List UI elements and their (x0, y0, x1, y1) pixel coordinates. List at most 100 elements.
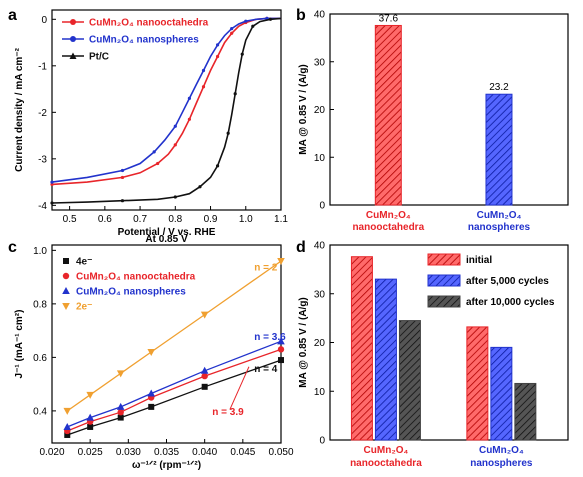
series-line-0 (67, 359, 282, 436)
annotation-n4: n = 4 (254, 364, 278, 375)
y-tick-label: 20 (314, 105, 326, 116)
x-tick-label: 0.8 (168, 214, 182, 225)
series-point-2 (147, 389, 156, 397)
series-point-0 (64, 431, 71, 438)
panel-letter-d: d (296, 239, 306, 256)
series-point-3 (147, 349, 156, 357)
series-point-1 (117, 409, 124, 416)
panel-c-koutecky-levich-chart: 0.020 0.025 0.030 0.035 0.040 0.045 0.050 0.4 0.… (14, 234, 294, 471)
legend-marker-1 (70, 36, 76, 42)
series-point-0 (148, 403, 155, 410)
y-tick-label: 10 (314, 153, 326, 164)
series-point-0 (215, 54, 220, 59)
bar-series2-group1 (514, 382, 537, 441)
legend-label-1: after 5,000 cycles (466, 276, 549, 287)
x-tick-label: 0.5 (63, 214, 77, 225)
x-tick-label: 0.7 (133, 214, 147, 225)
series-point-2 (268, 17, 273, 21)
annotation-leader-line (229, 366, 250, 410)
category-sublabel-0: nanooctahedra (352, 222, 424, 233)
y-tick-label: 0 (319, 201, 325, 212)
y-tick-label: 0 (41, 15, 47, 26)
bar-0 (374, 24, 402, 206)
y-tick-label: 1.0 (33, 246, 47, 257)
category-sublabel-0: nanooctahedra (350, 458, 422, 469)
category-label-0: CuMn₂O₄ (366, 210, 411, 221)
series-point-0 (201, 85, 206, 89)
legend-label-1: CuMn₂O₄ nanospheres (89, 35, 199, 46)
category-sublabel-1: nanospheres (470, 458, 533, 469)
series-point-0 (87, 423, 94, 430)
legend-marker-2 (62, 287, 70, 294)
series-point-1 (120, 168, 125, 173)
x-tick-label: 0.025 (78, 447, 103, 458)
category-label-1: CuMn₂O₄ (477, 210, 522, 221)
category-label-1: CuMn₂O₄ (479, 445, 524, 456)
y-axis-label: Current density / mA cm⁻² (14, 47, 25, 171)
series-point-2 (240, 52, 244, 56)
bar-series0-group1 (466, 326, 489, 441)
legend-marker-2 (69, 52, 77, 59)
y-tick-label: 20 (314, 338, 326, 349)
panel-letter-c: c (8, 239, 17, 256)
x-tick-label: 0.050 (268, 447, 293, 458)
series-point-2 (50, 201, 54, 205)
legend-swatch-1 (427, 274, 461, 287)
x-tick-label: 0.045 (230, 447, 255, 458)
series-point-1 (215, 43, 220, 47)
series-point-0 (187, 117, 191, 121)
series-point-1 (201, 68, 206, 73)
panel-d-stability-chart: 0 10 20 30 40 MA @ 0.85 V / (A/g) CuMn₂O₄ nanoo… (298, 241, 569, 469)
legend-swatch-2 (427, 295, 461, 308)
bar-series1-group1 (490, 346, 513, 441)
y-tick-label: -1 (38, 61, 47, 72)
annotation-n2: n = 2 (254, 262, 278, 273)
bar-series0-group0 (350, 256, 373, 441)
plot-frame (51, 9, 282, 211)
x-axis-label: Potential / V vs. RHE (118, 227, 216, 238)
series-line-3 (66, 260, 282, 412)
series-line-2 (67, 340, 282, 428)
y-tick-label: -2 (38, 108, 47, 119)
x-tick-label: 0.030 (116, 447, 141, 458)
legend-label-2: after 10,000 cycles (466, 297, 555, 308)
series-point-1 (201, 372, 208, 380)
legend-label-0: 4e⁻ (76, 257, 92, 268)
legend-label-3: 2e⁻ (76, 302, 92, 313)
legend-label-2: CuMn₂O₄ nanospheres (76, 287, 186, 298)
series-point-0 (173, 143, 177, 147)
series-point-3 (277, 258, 285, 266)
y-tick-label: 0 (319, 436, 325, 447)
y-tick-label: -4 (38, 201, 47, 212)
bar-series1-group0 (374, 278, 397, 441)
series-point-3 (86, 391, 94, 399)
legend-label-2: Pt/C (89, 52, 109, 63)
series-point-1 (173, 124, 177, 128)
series-point-0 (120, 175, 125, 180)
category-sublabel-1: nanospheres (468, 222, 531, 233)
series-point-3 (116, 370, 125, 378)
y-tick-label: 0.8 (33, 299, 47, 310)
x-tick-label: 0.035 (154, 447, 179, 458)
legend-marker-1 (62, 272, 70, 280)
series-point-1 (244, 19, 248, 23)
series-point-3 (200, 311, 209, 319)
series-point-1 (277, 346, 285, 353)
series-point-2 (200, 366, 209, 374)
series-point-0 (201, 383, 208, 390)
category-label-0: CuMn₂O₄ (364, 445, 409, 456)
series-point-2 (198, 185, 202, 189)
series-point-2 (226, 131, 230, 135)
x-tick-label: 0.020 (39, 447, 64, 458)
annotation-n3-9: n = 3.9 (212, 407, 244, 418)
chart-title: At 0.85 V (145, 234, 188, 245)
x-tick-label: 0.6 (98, 214, 112, 225)
y-tick-label: -3 (38, 154, 47, 165)
series-point-1 (187, 96, 191, 100)
panel-letter-b: b (296, 7, 306, 24)
x-tick-label: 0.9 (204, 214, 218, 225)
y-tick-label: 40 (314, 241, 326, 252)
x-tick-label: 0.040 (192, 447, 217, 458)
